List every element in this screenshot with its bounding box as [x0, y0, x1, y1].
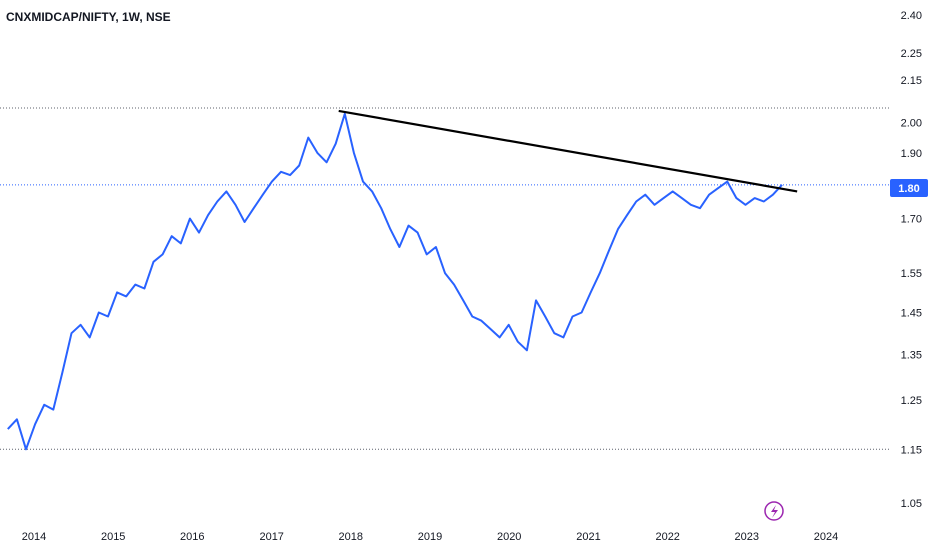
y-tick-label: 2.15 [901, 75, 922, 87]
y-tick-label: 2.25 [901, 48, 922, 60]
x-tick-label: 2023 [735, 531, 759, 543]
chart-title: CNXMIDCAP/NIFTY, 1W, NSE [6, 10, 171, 24]
lightning-bolt-icon[interactable] [764, 501, 784, 521]
y-tick-label: 1.25 [901, 395, 922, 407]
y-tick-label: 2.00 [901, 118, 922, 130]
y-tick-label: 1.55 [901, 268, 922, 280]
current-price-label: 1.80 [898, 183, 919, 195]
y-tick-label: 1.45 [901, 308, 922, 320]
y-tick-label: 1.35 [901, 350, 922, 362]
y-tick-label: 1.90 [901, 148, 922, 160]
y-tick-label: 2.40 [901, 10, 922, 22]
time-axis[interactable]: 2014 2015 2016 2017 2018 2019 2020 2021 2022 2023… [22, 531, 838, 543]
x-tick-label: 2024 [814, 531, 838, 543]
x-tick-label: 2022 [655, 531, 679, 543]
x-tick-label: 2018 [339, 531, 363, 543]
price-series-line [7, 112, 783, 451]
descending-trendline[interactable] [338, 109, 798, 193]
x-tick-label: 2016 [180, 531, 204, 543]
y-tick-label: 1.05 [901, 498, 922, 510]
x-tick-label: 2014 [22, 531, 46, 543]
price-axis[interactable]: 2.40 2.25 2.15 2.00 1.90 1.70 1.55 1.45 1.35 1.25… [901, 10, 922, 510]
y-tick-label: 1.70 [901, 214, 922, 226]
y-tick-label: 1.15 [901, 444, 922, 456]
x-tick-label: 2015 [101, 531, 125, 543]
x-tick-label: 2017 [259, 531, 283, 543]
x-tick-label: 2021 [576, 531, 600, 543]
current-price-tag: 1.80 [890, 179, 928, 197]
x-tick-label: 2019 [418, 531, 442, 543]
x-tick-label: 2020 [497, 531, 521, 543]
horizontal-levels [0, 107, 890, 450]
